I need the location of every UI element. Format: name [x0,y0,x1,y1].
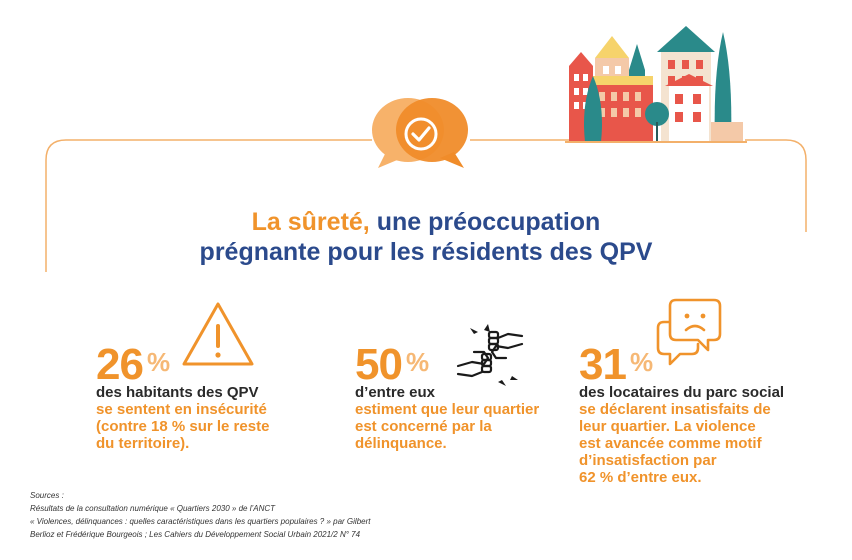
stat-1-lead: des habitants des QPV [96,384,259,401]
stat-1-value: 26% [96,340,170,389]
source-line-2: « Violences, délinquances : quelles cara… [30,517,371,526]
main-title-line2: prégnante pour les résidents des QPV [199,238,653,266]
stat-3-value: 31% [579,340,653,389]
sources-block: Sources : Résultats de la consultation n… [30,489,371,541]
sad-speech-bubble-icon [656,298,722,366]
title-highlight: La sûreté, [251,208,370,236]
stat-3-text: des locataires du parc social se déclare… [579,384,784,486]
stat-3-detail-4: d’insatisfaction par [579,452,717,469]
stat-2-value: 50% [355,340,429,389]
stat-2-detail-3: délinquance. [355,435,447,452]
source-line-3: Berlioz et Frédérique Bourgeois ; Les Ca… [30,530,361,539]
check-bubbles-icon [372,98,468,168]
warning-triangle-icon [182,302,254,366]
stat-1-detail-1: se sentent en insécurité [96,401,267,418]
title-line1-rest: une préoccupation [369,208,601,236]
sources-label: Sources : [30,491,64,500]
source-line-1: Résultats de la consultation numérique «… [30,504,276,513]
city-buildings-illustration [565,26,747,143]
stat-3-detail-2: leur quartier. La violence [579,418,756,435]
stat-3-detail-5: 62 % d’entre eux. [579,469,702,486]
stat-2-lead: d’entre eux [355,384,436,401]
stat-1-detail-2: (contre 18 % sur le reste [96,418,270,435]
main-title-line1: La sûreté, une préoccupation [0,207,852,237]
stat-3-lead: des locataires du parc social [579,384,785,401]
fist-bump-icon [456,324,524,386]
stat-1-detail-3: du territoire). [96,435,190,452]
stat-3-detail-1: se déclarent insatisfaits de [579,401,771,418]
stat-2-detail-1: estiment que leur quartier [355,401,540,418]
stat-3-detail-3: est avancée comme motif [579,435,762,452]
stat-2-detail-2: est concerné par la [355,418,492,435]
stat-2-text: d’entre eux estiment que leur quartier e… [355,384,539,452]
stat-1-text: des habitants des QPV se sentent en insé… [96,384,269,452]
